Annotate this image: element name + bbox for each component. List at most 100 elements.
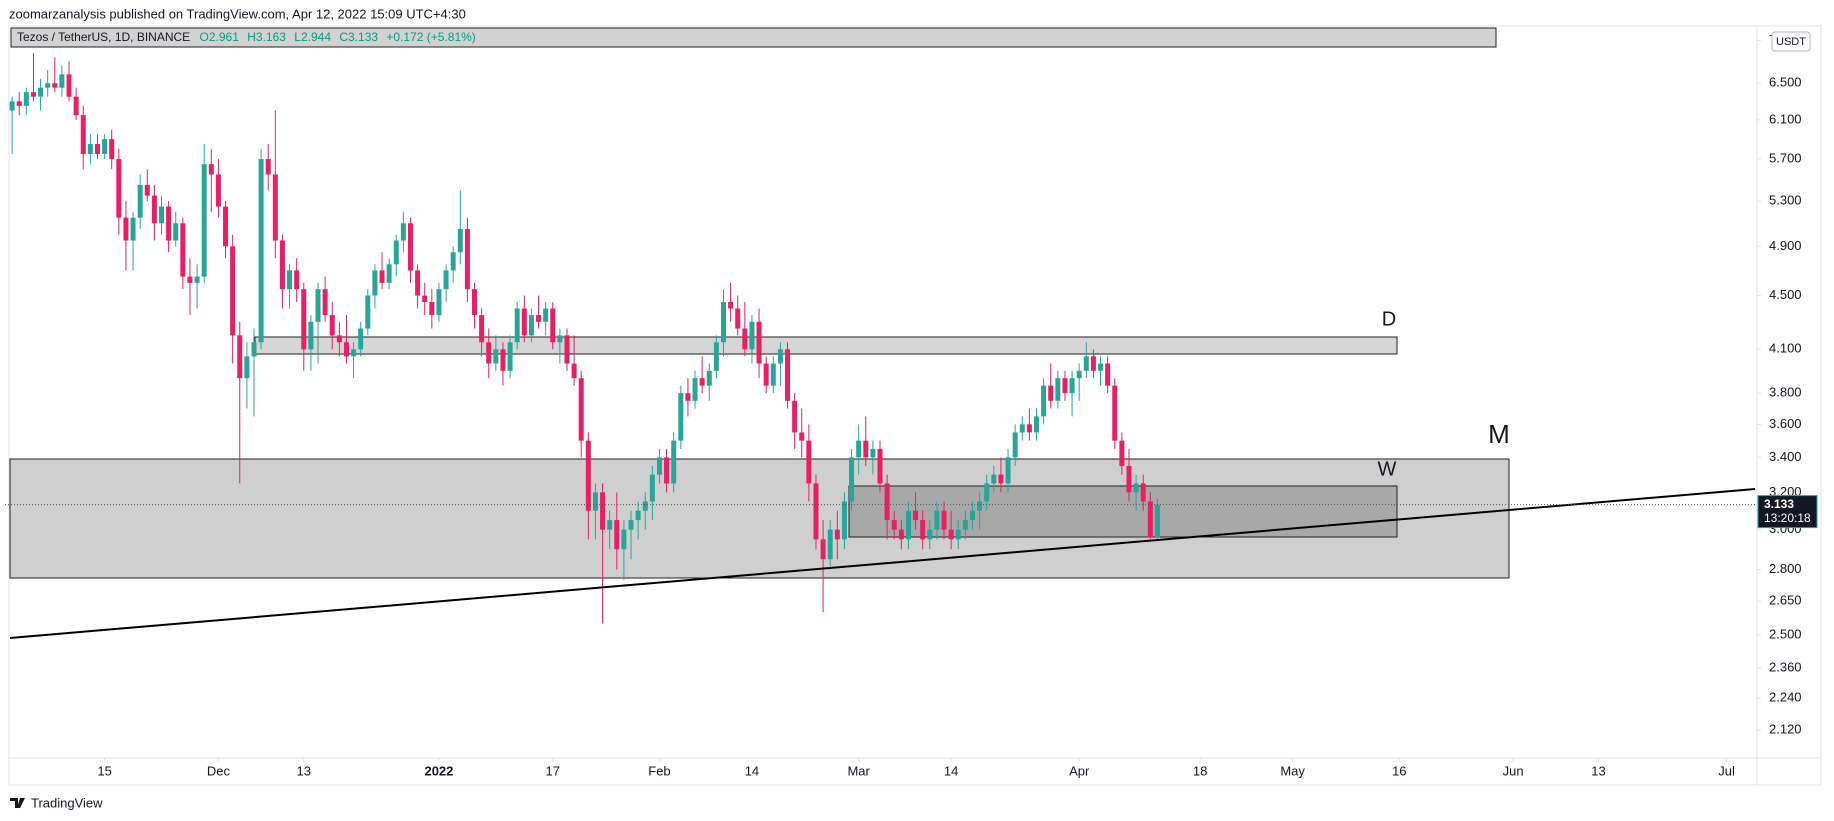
y-tick-label: 6.500: [1769, 75, 1802, 90]
y-tick-label: 4.100: [1769, 341, 1802, 356]
x-tick-label: 18: [1193, 763, 1207, 778]
candle-body: [585, 440, 591, 511]
candle-body: [1062, 378, 1068, 394]
y-tick-label: 3.800: [1769, 385, 1802, 400]
candle-body: [1098, 363, 1104, 371]
candle-body: [258, 159, 264, 343]
candle-body: [720, 301, 726, 343]
candle-body: [905, 510, 911, 540]
candle-body: [123, 217, 129, 241]
candle-body: [770, 363, 776, 386]
candle-body: [393, 240, 399, 265]
candle-body: [386, 264, 392, 283]
candle-body: [1048, 385, 1054, 401]
candle-body: [251, 342, 257, 357]
x-tick-label: 2022: [424, 763, 453, 778]
candle-body: [621, 529, 627, 550]
candle-body: [1147, 501, 1153, 538]
candle-body: [279, 240, 285, 290]
candle-body: [884, 483, 890, 521]
legend-high: H3.163: [247, 30, 286, 44]
candle-body: [1041, 385, 1047, 417]
legend-close: C3.133: [339, 30, 378, 44]
candle-body: [777, 349, 783, 364]
candle-body: [457, 228, 463, 253]
candle-body: [400, 223, 406, 241]
candle-body: [137, 184, 143, 218]
candle-body: [116, 159, 122, 218]
candle-body: [450, 252, 456, 271]
candle-body: [208, 164, 214, 175]
candle-body: [877, 448, 883, 484]
candle-body: [407, 223, 413, 271]
candle-body: [1112, 385, 1118, 441]
candle-body: [294, 270, 300, 290]
candle-body: [934, 510, 940, 530]
y-tick-label: 2.800: [1769, 561, 1802, 576]
candle-body: [642, 501, 648, 511]
candle-body: [699, 378, 705, 386]
candle-body: [550, 308, 556, 343]
candle-body: [194, 276, 200, 283]
candle-body: [30, 92, 36, 97]
candle-body: [336, 335, 342, 343]
candle-body: [9, 101, 15, 111]
x-tick-label: Dec: [207, 763, 231, 778]
candle-body: [827, 529, 833, 560]
candle-body: [920, 520, 926, 540]
candle-body: [493, 349, 499, 364]
candle-body: [521, 308, 527, 336]
candle-body: [187, 276, 193, 283]
candle-body: [713, 342, 719, 371]
x-tick-label: 13: [297, 763, 311, 778]
last-price-box: [1757, 495, 1818, 529]
candle-body: [16, 101, 22, 106]
x-tick-label: Feb: [648, 763, 670, 778]
candle-body: [1105, 363, 1111, 386]
legend-symbol: Tezos / TetherUS, 1D, BINANCE: [17, 30, 190, 44]
candle-body: [223, 206, 229, 247]
candle-body: [543, 308, 549, 322]
candle-body: [557, 335, 563, 343]
x-tick-label: 15: [97, 763, 111, 778]
last-price-label: 3.133: [1764, 497, 1794, 511]
candle-body: [991, 474, 997, 484]
candle-body: [671, 440, 677, 484]
candle-body: [749, 321, 755, 350]
candle-body: [820, 539, 826, 560]
candle-body: [500, 349, 506, 371]
y-tick-label: 2.120: [1769, 722, 1802, 737]
candle-body: [237, 335, 243, 379]
y-tick-label: 2.240: [1769, 690, 1802, 705]
publisher-line: zoomarzanalysis published on TradingView…: [9, 6, 466, 21]
candle-body: [728, 301, 734, 309]
candle-body: [180, 223, 186, 277]
candle-body: [343, 342, 349, 357]
candle-body: [1090, 356, 1096, 371]
currency-badge[interactable]: [1771, 31, 1811, 52]
y-tick-label: 3.600: [1769, 416, 1802, 431]
y-tick-label: 6.100: [1769, 111, 1802, 126]
y-tick-label: 2.500: [1769, 626, 1802, 641]
candle-body: [372, 270, 378, 296]
candle-body: [322, 289, 328, 316]
candle-body: [23, 92, 29, 106]
chart-frame: [8, 25, 1822, 786]
candle-body: [287, 270, 293, 290]
candle-body: [863, 440, 869, 458]
x-tick-label: Apr: [1069, 763, 1090, 778]
candle-body: [464, 228, 470, 290]
candle-body: [358, 328, 364, 350]
candle-body: [1083, 356, 1089, 371]
candle-body: [898, 529, 904, 540]
candle-body: [265, 159, 271, 175]
candle-body: [1154, 504, 1160, 538]
candle-body: [365, 295, 371, 329]
candle-body: [429, 301, 435, 316]
candle-body: [514, 308, 520, 343]
candle-body: [834, 529, 840, 540]
candle-body: [706, 370, 712, 386]
countdown-label: 13:20:18: [1764, 511, 1811, 525]
candle-body: [130, 217, 136, 241]
zone-w-inner: [848, 485, 1398, 538]
